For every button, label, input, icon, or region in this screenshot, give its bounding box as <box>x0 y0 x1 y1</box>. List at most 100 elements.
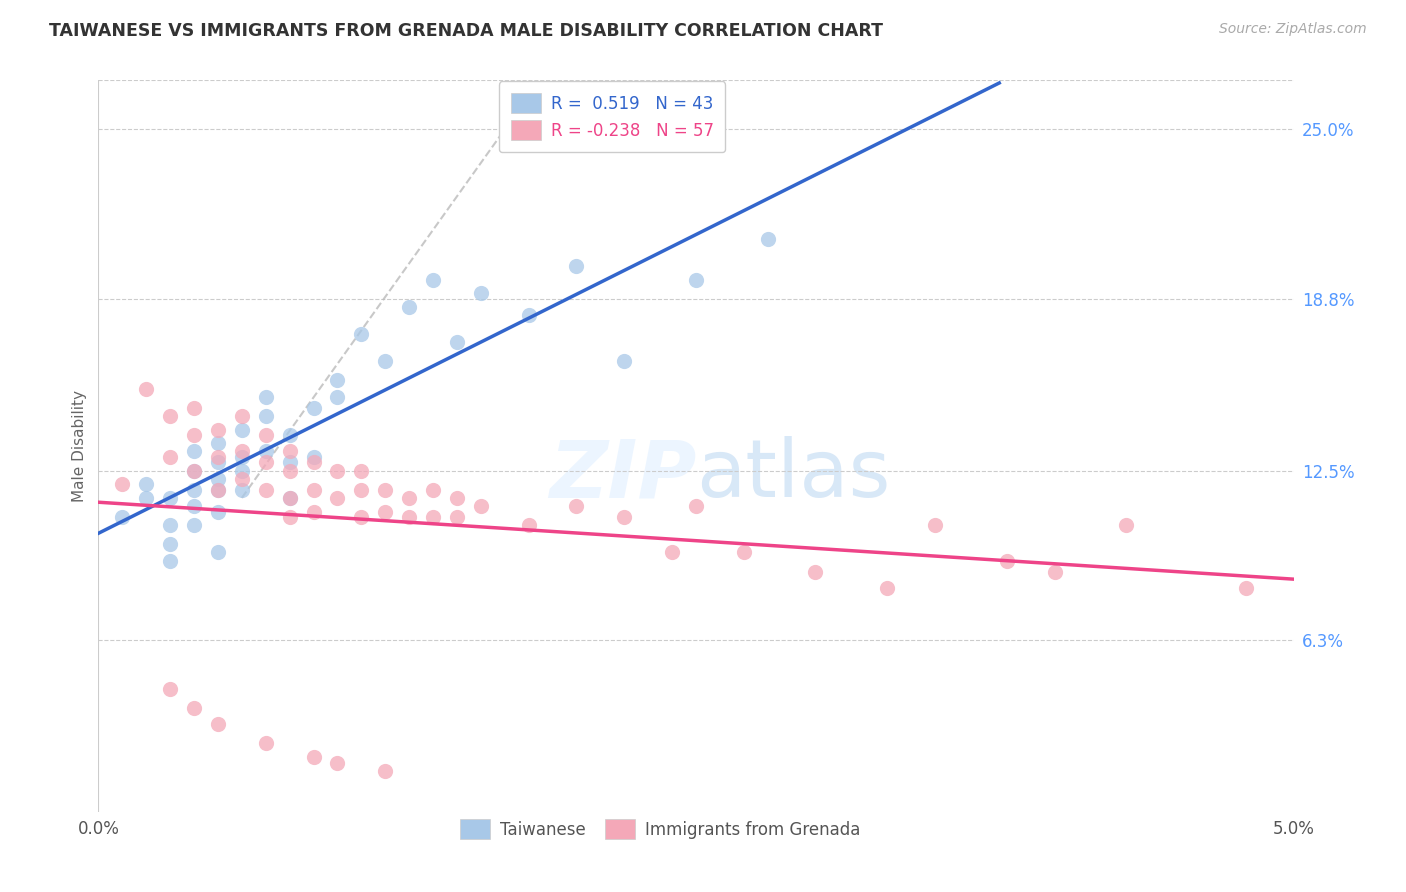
Point <box>613 354 636 368</box>
Point <box>207 455 229 469</box>
Point <box>159 450 181 464</box>
Point <box>183 499 205 513</box>
Point <box>350 510 373 524</box>
Point <box>278 491 301 505</box>
Point <box>446 491 468 505</box>
Point <box>565 259 588 273</box>
Point <box>302 401 325 415</box>
Point <box>302 450 325 464</box>
Point <box>207 504 229 518</box>
Point <box>326 491 349 505</box>
Point <box>207 483 229 497</box>
Point <box>995 554 1018 568</box>
Point <box>207 483 229 497</box>
Text: ZIP: ZIP <box>548 436 696 515</box>
Point <box>685 499 707 513</box>
Point <box>135 382 157 396</box>
Point <box>159 409 181 423</box>
Point <box>278 510 301 524</box>
Point <box>374 504 396 518</box>
Point <box>350 483 373 497</box>
Point <box>398 510 420 524</box>
Point <box>302 455 325 469</box>
Point <box>231 472 253 486</box>
Point <box>159 681 181 696</box>
Point <box>733 545 755 559</box>
Point <box>254 737 277 751</box>
Point <box>446 510 468 524</box>
Text: Source: ZipAtlas.com: Source: ZipAtlas.com <box>1219 22 1367 37</box>
Point <box>254 428 277 442</box>
Point <box>422 272 444 286</box>
Point <box>231 450 253 464</box>
Point <box>685 272 707 286</box>
Point <box>254 390 277 404</box>
Text: TAIWANESE VS IMMIGRANTS FROM GRENADA MALE DISABILITY CORRELATION CHART: TAIWANESE VS IMMIGRANTS FROM GRENADA MAL… <box>49 22 883 40</box>
Point <box>183 464 205 478</box>
Point <box>135 477 157 491</box>
Point <box>1043 565 1066 579</box>
Point <box>326 756 349 770</box>
Point <box>278 464 301 478</box>
Text: atlas: atlas <box>696 436 890 515</box>
Point <box>302 504 325 518</box>
Point <box>207 423 229 437</box>
Point <box>422 483 444 497</box>
Point <box>111 477 134 491</box>
Point <box>374 354 396 368</box>
Point <box>470 286 492 301</box>
Point <box>278 428 301 442</box>
Point <box>302 483 325 497</box>
Point <box>374 764 396 778</box>
Point <box>326 464 349 478</box>
Y-axis label: Male Disability: Male Disability <box>72 390 87 502</box>
Point <box>565 499 588 513</box>
Point <box>183 518 205 533</box>
Point <box>254 444 277 458</box>
Point <box>183 401 205 415</box>
Point <box>183 483 205 497</box>
Point <box>278 491 301 505</box>
Point <box>517 308 540 322</box>
Point <box>326 390 349 404</box>
Point <box>422 510 444 524</box>
Point <box>470 499 492 513</box>
Point <box>924 518 946 533</box>
Legend: Taiwanese, Immigrants from Grenada: Taiwanese, Immigrants from Grenada <box>449 807 872 851</box>
Point <box>183 464 205 478</box>
Point <box>613 510 636 524</box>
Point <box>876 581 898 595</box>
Point <box>231 444 253 458</box>
Point <box>254 455 277 469</box>
Point <box>254 409 277 423</box>
Point <box>159 518 181 533</box>
Point <box>374 483 396 497</box>
Point <box>159 537 181 551</box>
Point <box>350 327 373 342</box>
Point <box>207 472 229 486</box>
Point <box>1115 518 1137 533</box>
Point <box>446 335 468 350</box>
Point <box>661 545 683 559</box>
Point <box>326 374 349 388</box>
Point <box>183 428 205 442</box>
Point <box>183 444 205 458</box>
Point <box>207 436 229 450</box>
Point <box>350 464 373 478</box>
Point <box>159 554 181 568</box>
Point <box>278 444 301 458</box>
Point <box>207 450 229 464</box>
Point <box>183 701 205 715</box>
Point <box>254 483 277 497</box>
Point <box>111 510 134 524</box>
Point <box>231 409 253 423</box>
Point <box>231 464 253 478</box>
Point <box>207 717 229 731</box>
Point <box>302 750 325 764</box>
Point <box>756 231 779 245</box>
Point <box>278 455 301 469</box>
Point <box>398 300 420 314</box>
Point <box>135 491 157 505</box>
Point <box>398 491 420 505</box>
Point <box>231 423 253 437</box>
